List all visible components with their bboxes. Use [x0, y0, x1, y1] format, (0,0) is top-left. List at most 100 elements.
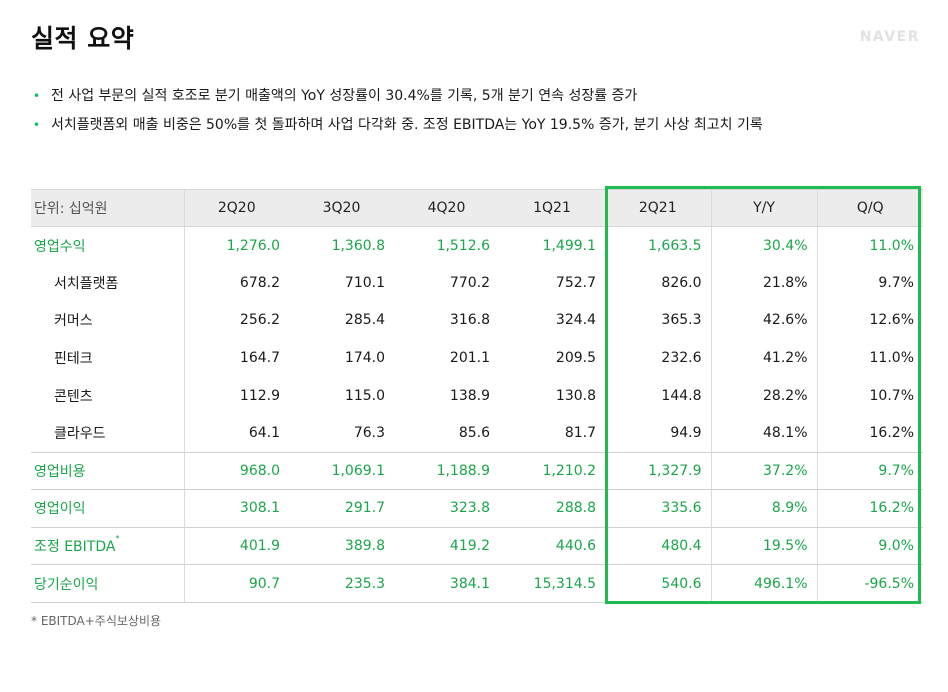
bullet-dot-icon: • — [33, 118, 41, 132]
table-cell: 419.2 — [394, 526, 499, 565]
table-row: 커머스 256.2 285.4 316.8 324.4 365.3 42.6% … — [31, 301, 923, 340]
table-cell: 316.8 — [449, 312, 490, 329]
column-header: 2Q21 — [605, 189, 711, 227]
table-row: 콘텐츠 112.9 115.0 138.9 130.8 144.8 28.2% … — [31, 376, 923, 415]
row-label-text: 조정 EBITDA — [34, 539, 116, 556]
column-header: 2Q20 — [183, 189, 289, 227]
table-cell: 752.7 — [555, 274, 596, 291]
row-label: 영업비용 — [31, 451, 184, 490]
table-cell: 94.9 — [670, 425, 702, 442]
table-cell: 19.5% — [710, 526, 817, 565]
table-row: 조정 EBITDA* 401.9 389.8 419.2 440.6 480.4… — [31, 526, 923, 565]
table-cell: 324.4 — [555, 312, 596, 329]
table-cell: 10.7% — [816, 376, 923, 415]
table-cell: 1,360.8 — [331, 237, 385, 254]
bullet-text: 서치플랫폼외 매출 비중은 50%를 첫 돌파하며 사업 다각화 중. 조정 E… — [51, 117, 763, 133]
table-cell: 285.4 — [344, 312, 385, 329]
table-cell: 1,663.5 — [648, 237, 702, 254]
bullet-text: 전 사업 부문의 실적 호조로 분기 매출액의 YoY 성장률이 30.4%를 … — [51, 88, 638, 104]
table-cell: 401.9 — [183, 526, 289, 565]
financial-summary-table: 단위: 십억원 2Q20 3Q20 4Q20 1Q21 2Q21 Y/Y Q/Q… — [31, 189, 923, 603]
table-row: 클라우드 64.1 76.3 85.6 81.7 94.9 48.1% 16.2… — [31, 414, 923, 453]
row-label: 영업수익 — [34, 238, 86, 255]
table-cell: 1,499.1 — [542, 237, 596, 254]
table-cell: 164.7 — [183, 339, 289, 377]
table-row: 영업이익 308.1 291.7 323.8 288.8 335.6 8.9% … — [31, 489, 923, 528]
table-cell: 48.1% — [710, 414, 817, 453]
table-cell: 480.4 — [605, 526, 711, 565]
row-label: 콘텐츠 — [54, 388, 93, 405]
table-cell: 540.6 — [605, 564, 711, 603]
table-cell: 291.7 — [289, 489, 394, 528]
table-cell: 209.5 — [555, 350, 596, 367]
table-cell: 9.0% — [816, 526, 923, 565]
table-cell: 678.2 — [183, 264, 289, 302]
table-cell: 12.6% — [816, 301, 923, 340]
table-cell: 30.4% — [710, 226, 817, 265]
table-cell: 16.2% — [816, 489, 923, 528]
table-cell: 365.3 — [661, 312, 702, 329]
unit-label: 단위: 십억원 — [31, 189, 184, 227]
table-cell: 968.0 — [183, 451, 289, 490]
table-cell: 144.8 — [661, 387, 702, 404]
table-cell: 826.0 — [661, 274, 702, 291]
table-cell: 288.8 — [499, 489, 605, 528]
table-cell: 201.1 — [449, 350, 490, 367]
row-label: 서치플랫폼 — [54, 275, 119, 292]
footnote: * EBITDA+주식보상비용 — [31, 614, 162, 628]
table-row: 당기순이익 90.7 235.3 384.1 15,314.5 540.6 49… — [31, 564, 923, 603]
table-cell: 21.8% — [710, 264, 817, 302]
table-cell: 42.6% — [710, 301, 817, 340]
table-cell: 37.2% — [710, 451, 817, 490]
column-header: 4Q20 — [394, 189, 499, 227]
table-cell: 15,314.5 — [499, 564, 605, 603]
column-header: 3Q20 — [289, 189, 394, 227]
table-cell: 323.8 — [394, 489, 499, 528]
table-cell: 85.6 — [458, 425, 490, 442]
table-cell: 308.1 — [183, 489, 289, 528]
table-cell: 496.1% — [710, 564, 817, 603]
table-cell: 41.2% — [710, 339, 817, 377]
row-label: 핀테크 — [54, 351, 93, 368]
table-cell: 770.2 — [449, 274, 490, 291]
table-cell: 440.6 — [499, 526, 605, 565]
table-cell: 1,069.1 — [289, 451, 394, 490]
table-cell: 76.3 — [353, 425, 385, 442]
table-cell: 8.9% — [710, 489, 817, 528]
table-header-row: 단위: 십억원 2Q20 3Q20 4Q20 1Q21 2Q21 Y/Y Q/Q — [31, 189, 923, 227]
table-cell: 81.7 — [564, 425, 596, 442]
table-cell: 16.2% — [816, 414, 923, 453]
table-cell: 9.7% — [816, 451, 923, 490]
table-cell: 335.6 — [605, 489, 711, 528]
column-header: 1Q21 — [499, 189, 605, 227]
table-cell: 64.1 — [183, 414, 289, 453]
table-cell: 710.1 — [344, 274, 385, 291]
summary-bullets: • 전 사업 부문의 실적 호조로 분기 매출액의 YoY 성장률이 30.4%를… — [33, 87, 763, 145]
row-label: 커머스 — [54, 313, 93, 330]
row-label: 조정 EBITDA* — [31, 526, 184, 565]
table-cell: 384.1 — [394, 564, 499, 603]
table-cell: 1,210.2 — [499, 451, 605, 490]
column-header: Q/Q — [816, 189, 923, 227]
table-cell: -96.5% — [816, 564, 923, 603]
table-cell: 9.7% — [816, 264, 923, 302]
bullet-item: • 서치플랫폼외 매출 비중은 50%를 첫 돌파하며 사업 다각화 중. 조정 … — [33, 116, 763, 134]
table-cell: 112.9 — [183, 376, 289, 415]
footnote-mark: * — [115, 534, 120, 544]
table-cell: 232.6 — [661, 350, 702, 367]
table-cell: 90.7 — [183, 564, 289, 603]
table-cell: 138.9 — [449, 387, 490, 404]
table-cell: 1,512.6 — [436, 237, 490, 254]
bullet-dot-icon: • — [33, 89, 41, 103]
table-cell: 1,188.9 — [394, 451, 499, 490]
table-row: 영업비용 968.0 1,069.1 1,188.9 1,210.2 1,327… — [31, 451, 923, 490]
table-row: 영업수익 1,276.0 1,360.8 1,512.6 1,499.1 1,6… — [31, 226, 923, 265]
table-cell: 11.0% — [816, 226, 923, 265]
table-cell: 115.0 — [344, 387, 385, 404]
table-cell: 1,327.9 — [605, 451, 711, 490]
table-row: 핀테크 164.7 174.0 201.1 209.5 232.6 41.2% … — [31, 339, 923, 377]
table-cell: 256.2 — [183, 301, 289, 340]
row-label: 클라우드 — [54, 426, 106, 443]
row-label: 당기순이익 — [31, 564, 184, 603]
table-cell: 130.8 — [555, 387, 596, 404]
